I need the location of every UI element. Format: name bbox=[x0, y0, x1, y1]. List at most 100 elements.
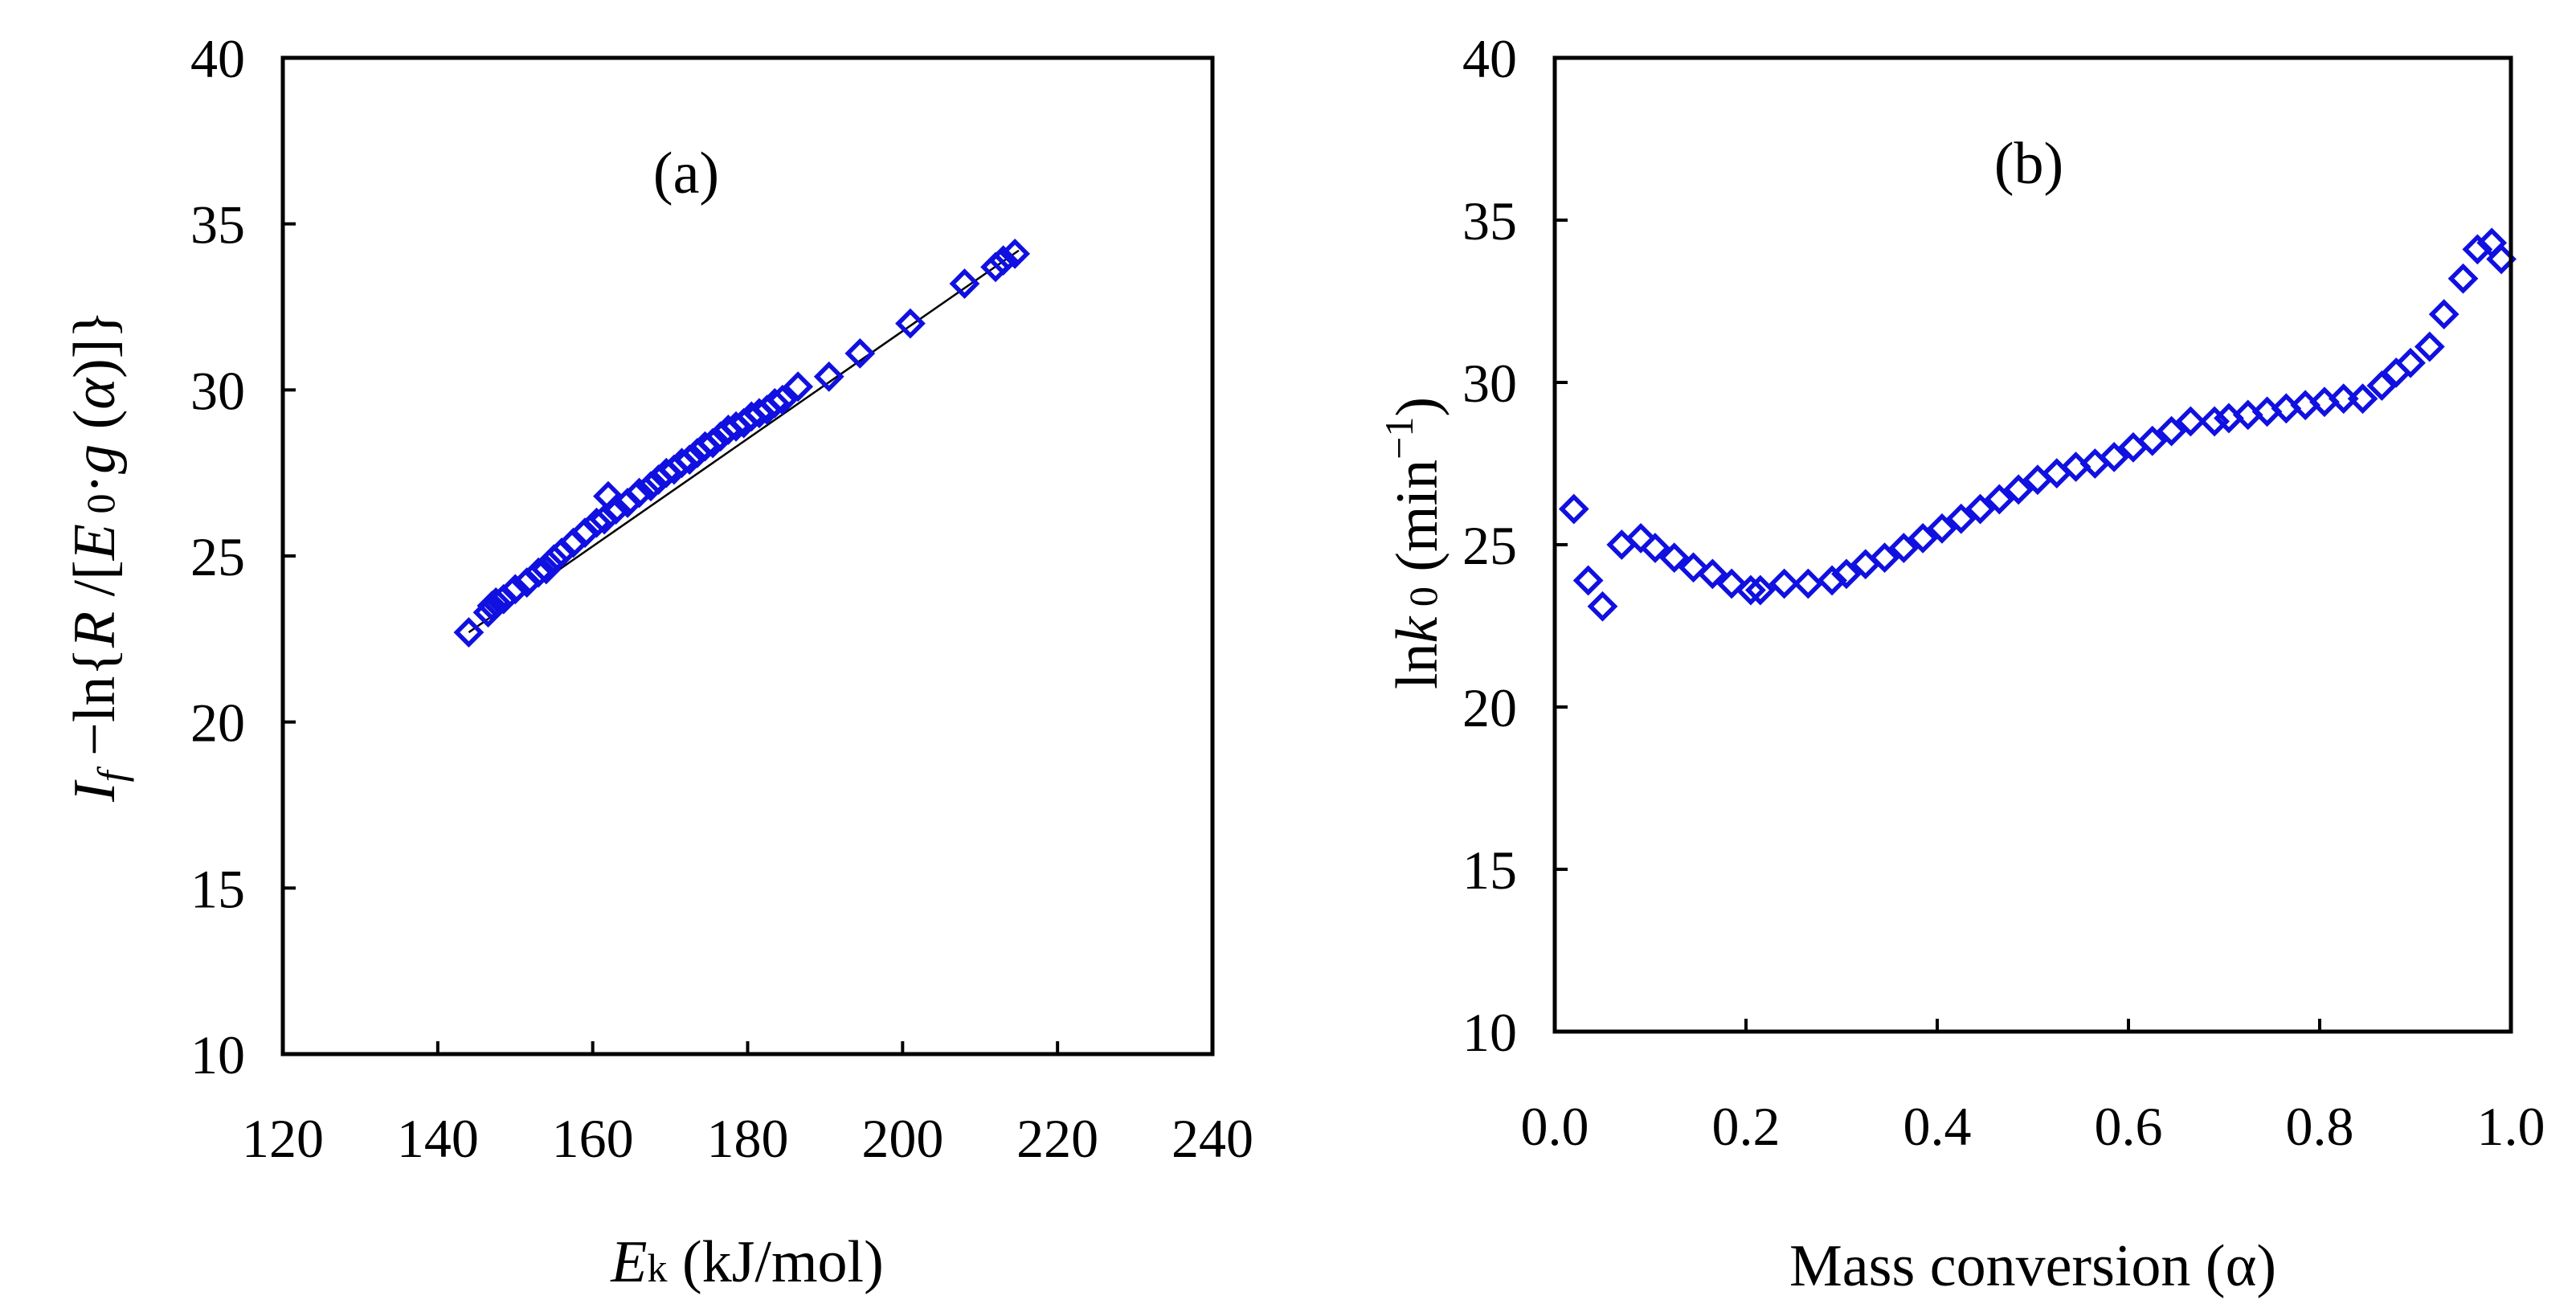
panel-a-x-tick-label: 140 bbox=[397, 1108, 479, 1169]
panel-a-data-point bbox=[624, 477, 655, 509]
panel-a-data-point bbox=[980, 251, 1011, 283]
panel-b-data-point bbox=[1678, 552, 1709, 583]
panel-b-x-tick-label: 1.0 bbox=[2477, 1096, 2545, 1157]
panel-a-data-point bbox=[949, 268, 980, 299]
panel-a-ylabel-p2: −ln{ bbox=[62, 648, 128, 770]
panel-b-data-point bbox=[1869, 542, 1900, 574]
panel-a-data-point bbox=[759, 387, 791, 419]
panel-b-data-point bbox=[1744, 574, 1776, 606]
panel-a-y-axis-title: If −ln{R /[E 0·g (α)]} bbox=[62, 310, 134, 803]
panel-a-x-tick-label: 160 bbox=[552, 1108, 634, 1169]
panel-b-y-tick-label: 15 bbox=[1462, 840, 1517, 901]
panel-b-x-tick-label: 0.8 bbox=[2286, 1096, 2354, 1157]
panel-b-data-point bbox=[2347, 383, 2378, 415]
panel-a-data-point bbox=[636, 471, 666, 502]
panel-b-y-tick-label: 40 bbox=[1462, 28, 1517, 89]
panel-b-data-point bbox=[1625, 523, 1656, 554]
panel-a-x-tick-label: 180 bbox=[707, 1108, 789, 1169]
panel-a-xlabel-sub: k bbox=[647, 1245, 667, 1290]
panel-b-data-point bbox=[1984, 484, 2015, 515]
panel-b-data-point bbox=[1658, 542, 1690, 574]
panel-b-x-tick-label: 0.2 bbox=[1712, 1096, 1781, 1157]
panel-a-y-tick-label: 15 bbox=[190, 858, 245, 919]
panel-a-ylabel-p7: g bbox=[62, 444, 128, 474]
panel-a-x-tick-label: 220 bbox=[1016, 1108, 1098, 1169]
panel-a-data-point bbox=[674, 444, 705, 476]
panel-a-ylabel-p8: ( bbox=[62, 410, 128, 444]
panel-a-y-tick-label: 30 bbox=[190, 360, 245, 421]
panel-b-y-tick-label: 30 bbox=[1462, 353, 1517, 414]
panel-a-ylabel-p10: )]} bbox=[62, 310, 128, 378]
panel-b-x-tick-label: 0.4 bbox=[1903, 1096, 1972, 1157]
panel-b-data-point bbox=[2366, 370, 2398, 401]
panel-a-y-tick-label: 35 bbox=[190, 194, 245, 255]
panel-b-data-point bbox=[1965, 493, 1996, 525]
panel-a-ylabel-p5: E bbox=[62, 524, 128, 561]
panel-a-y-tick-label: 10 bbox=[190, 1024, 245, 1085]
panel-b-data-point bbox=[2199, 406, 2230, 437]
panel-b-data-point bbox=[1817, 565, 1847, 596]
panel-b-data-point bbox=[2414, 331, 2445, 362]
panel-b-data-point bbox=[1736, 574, 1766, 606]
panel-a-y-tick-label: 40 bbox=[190, 28, 245, 89]
panel-b-x-axis-title: Mass conversion (α) bbox=[1789, 1233, 2276, 1299]
panel-b-data-point bbox=[1831, 558, 1862, 590]
panel-a-x-tick-label: 200 bbox=[861, 1108, 943, 1169]
panel-b-ylabel-p3: (min bbox=[1384, 460, 1450, 586]
panel-a-x-axis-title: Ek (kJ/mol) bbox=[610, 1229, 883, 1295]
panel-a-data-point bbox=[600, 494, 632, 525]
panel-b-data-point bbox=[1558, 493, 1589, 525]
panel-a-data-point bbox=[783, 371, 814, 403]
panel-b-data-point bbox=[1927, 513, 1957, 544]
panel-a-xlabel-unit: (kJ/mol) bbox=[667, 1229, 883, 1295]
panel-b-data-point bbox=[1587, 591, 1618, 622]
panel-a-ylabel-p5-sub: 0 bbox=[78, 493, 123, 524]
panel-b-chart: 10 15 20 25 30 35 40 0.0 0.2 0.4 0.6 0.8 1.0 (b) Ma… bbox=[1376, 28, 2545, 1299]
panel-b-x-tick-label: 0.0 bbox=[1521, 1096, 1589, 1157]
panel-a-data-point bbox=[480, 586, 512, 618]
panel-a-data-point bbox=[500, 574, 531, 605]
panel-a-xlabel-var: E bbox=[610, 1229, 647, 1295]
panel-b-data-point bbox=[2003, 474, 2034, 505]
panel-b-data-point bbox=[1907, 523, 1939, 554]
panel-b-y-axis-title: lnk 0 (min−1) bbox=[1376, 397, 1450, 689]
panel-b-data-point bbox=[1793, 568, 1824, 599]
panel-b-y-tick-label: 20 bbox=[1462, 677, 1517, 738]
panel-b-data-point bbox=[2428, 299, 2459, 330]
panel-a-data-point bbox=[530, 554, 562, 585]
panel-b-ylabel-p1: ln bbox=[1384, 643, 1450, 689]
panel-a-data-point bbox=[538, 544, 570, 575]
panel-b-label: (b) bbox=[1994, 131, 2063, 197]
panel-a-chart: 10 15 20 25 30 35 40 120 140 160 180 200 220 240 (a)… bbox=[62, 28, 1253, 1295]
panel-a-y-tick-label: 25 bbox=[190, 526, 245, 587]
panel-b-data-point bbox=[2447, 263, 2479, 294]
panel-a-data-point bbox=[767, 384, 798, 415]
panel-a-data-point bbox=[1000, 238, 1031, 269]
panel-a-data-point bbox=[581, 507, 612, 538]
panel-a-plot-frame bbox=[280, 55, 1215, 1056]
panel-a-ylabel-p3: R bbox=[62, 611, 128, 648]
panel-b-data-point bbox=[1888, 533, 1920, 563]
panel-b-y-tick-label: 25 bbox=[1462, 515, 1517, 576]
panel-a-x-tick-label: 240 bbox=[1171, 1108, 1253, 1169]
panel-b-ylabel-p2-sub: 0 bbox=[1400, 586, 1445, 617]
panel-b-data-point bbox=[1640, 533, 1670, 563]
panel-b-data-point bbox=[1697, 558, 1728, 590]
panel-b-data-point bbox=[2395, 347, 2426, 378]
panel-b-data-point bbox=[1945, 503, 1977, 534]
panel-b-ylabel-p3-sup: −1 bbox=[1376, 417, 1421, 460]
panel-b-data-point bbox=[2136, 425, 2168, 456]
panel-b-ylabel-p4: ) bbox=[1384, 397, 1450, 417]
panel-b-data-point bbox=[1768, 568, 1800, 599]
panel-b-data-point bbox=[1572, 565, 1604, 596]
panel-b-y-tick-label: 10 bbox=[1462, 1002, 1517, 1063]
panel-a-data-point bbox=[844, 337, 876, 369]
panel-a-data-point bbox=[697, 427, 729, 459]
panel-a-data-point bbox=[453, 617, 485, 648]
panel-b-data-point bbox=[2175, 406, 2206, 437]
panel-a-ylabel-p1: I bbox=[62, 779, 128, 803]
panel-a-ylabel-p4: /[ bbox=[62, 560, 128, 611]
panel-b-data-point bbox=[2099, 442, 2130, 472]
panel-a-ylabel-p9: α bbox=[62, 377, 128, 410]
